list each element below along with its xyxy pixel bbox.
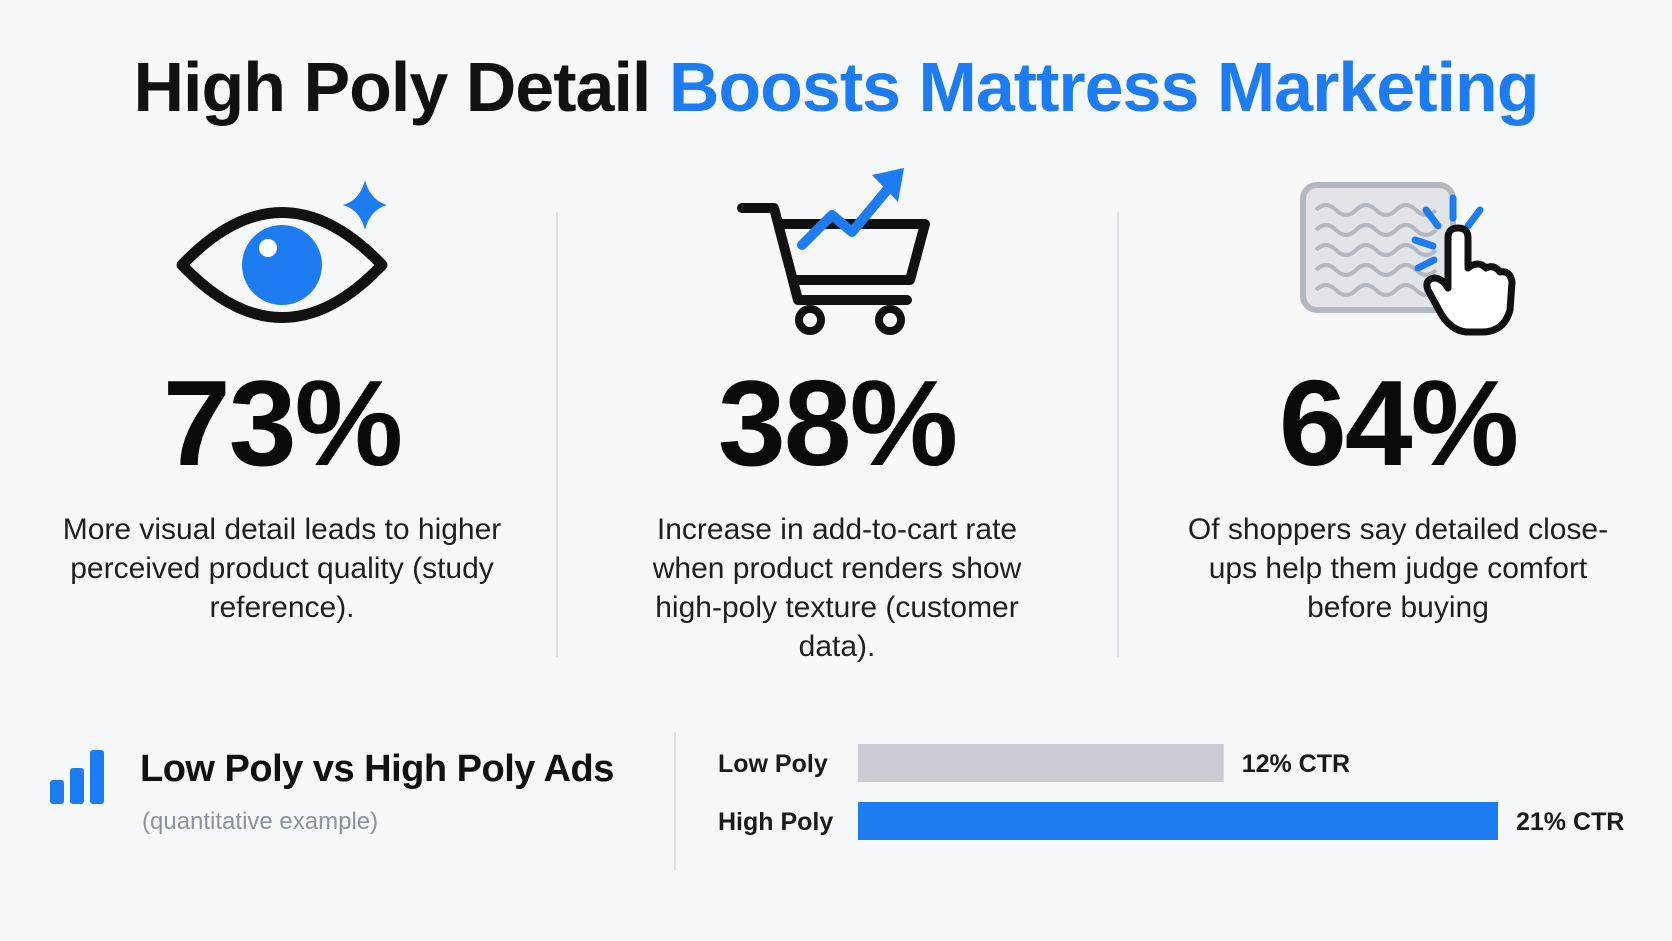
stat-value: 38% xyxy=(717,355,958,491)
bar-category-label: High Poly xyxy=(718,808,833,836)
ctr-bar-chart: Low Poly 12% CTR High Poly 21% CTR xyxy=(718,744,1624,840)
stat-card-2: 38% Increase in add-to-cart rate when pr… xyxy=(577,160,1097,666)
comparison-subtitle: (quantitative example) xyxy=(142,808,379,835)
stat-value: 73% xyxy=(162,355,403,491)
eye-icon xyxy=(176,180,388,323)
bar-value-label: 12% CTR xyxy=(1242,750,1350,778)
stat-description: Increase in add-to-cart rate when produc… xyxy=(652,513,1022,663)
comparison-title: Low Poly vs High Poly Ads xyxy=(140,748,614,790)
title-part-1: High Poly Detail xyxy=(133,48,652,126)
bar-high-poly xyxy=(858,802,1498,840)
stat-card-1: 73% More visual detail leads to higher p… xyxy=(22,160,542,627)
stat-description: Of shoppers say detailed close-ups help … xyxy=(1187,513,1609,624)
bar-category-label: Low Poly xyxy=(718,750,828,778)
bar-value-label: 21% CTR xyxy=(1516,808,1624,836)
stat-description: More visual detail leads to higher perce… xyxy=(62,513,502,624)
title-part-2-accent: Boosts Mattress Marketing xyxy=(668,48,1540,126)
stat-value: 64% xyxy=(1278,355,1519,491)
column-divider xyxy=(556,212,558,657)
shopping-cart-trend-icon xyxy=(737,168,930,335)
bar-chart-icon xyxy=(50,750,104,804)
column-divider xyxy=(1117,212,1119,657)
stat-card-3: 64% Of shoppers say detailed close-ups h… xyxy=(1138,160,1658,627)
page-title: High Poly Detail Boosts Mattress Marketi… xyxy=(0,42,1672,132)
mattress-tap-icon xyxy=(1300,182,1516,336)
section-divider xyxy=(674,732,676,870)
bar-low-poly xyxy=(858,744,1224,782)
